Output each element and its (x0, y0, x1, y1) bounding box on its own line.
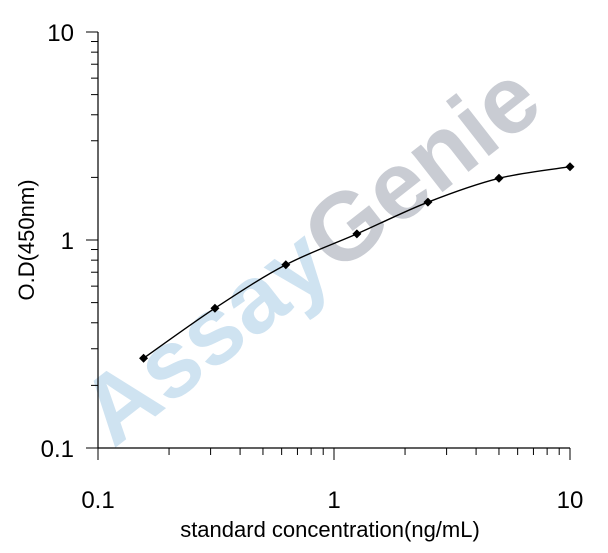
x-tick-label-1: 1 (327, 487, 340, 514)
watermark: AssayGenie (60, 43, 559, 466)
data-point (565, 162, 575, 172)
x-axis: 0.1 1 10 standard concentration(ng/mL) (81, 447, 584, 542)
y-ticks (86, 31, 98, 449)
y-tick-label-0.1: 0.1 (41, 436, 74, 463)
y-tick-label-10: 10 (47, 20, 74, 47)
data-point (423, 197, 433, 207)
watermark-part-assay: Assay (60, 207, 349, 465)
data-point (139, 353, 149, 363)
x-tick-label-10: 10 (557, 487, 584, 514)
y-tick-label-1: 1 (61, 228, 74, 255)
data-point (494, 173, 504, 183)
y-axis-title: O.D(450nm) (14, 179, 39, 300)
x-axis-title: standard concentration(ng/mL) (180, 517, 480, 542)
data-point (281, 260, 291, 270)
data-point (352, 229, 362, 239)
plot-area (139, 162, 575, 363)
x-tick-label-0.1: 0.1 (81, 487, 114, 514)
data-point (210, 303, 220, 313)
y-axis: 10 1 0.1 O.D(450nm) (14, 20, 99, 463)
svg-text:AssayGenie: AssayGenie (60, 43, 559, 466)
x-ticks (97, 448, 571, 460)
watermark-part-genie: Genie (283, 43, 559, 292)
